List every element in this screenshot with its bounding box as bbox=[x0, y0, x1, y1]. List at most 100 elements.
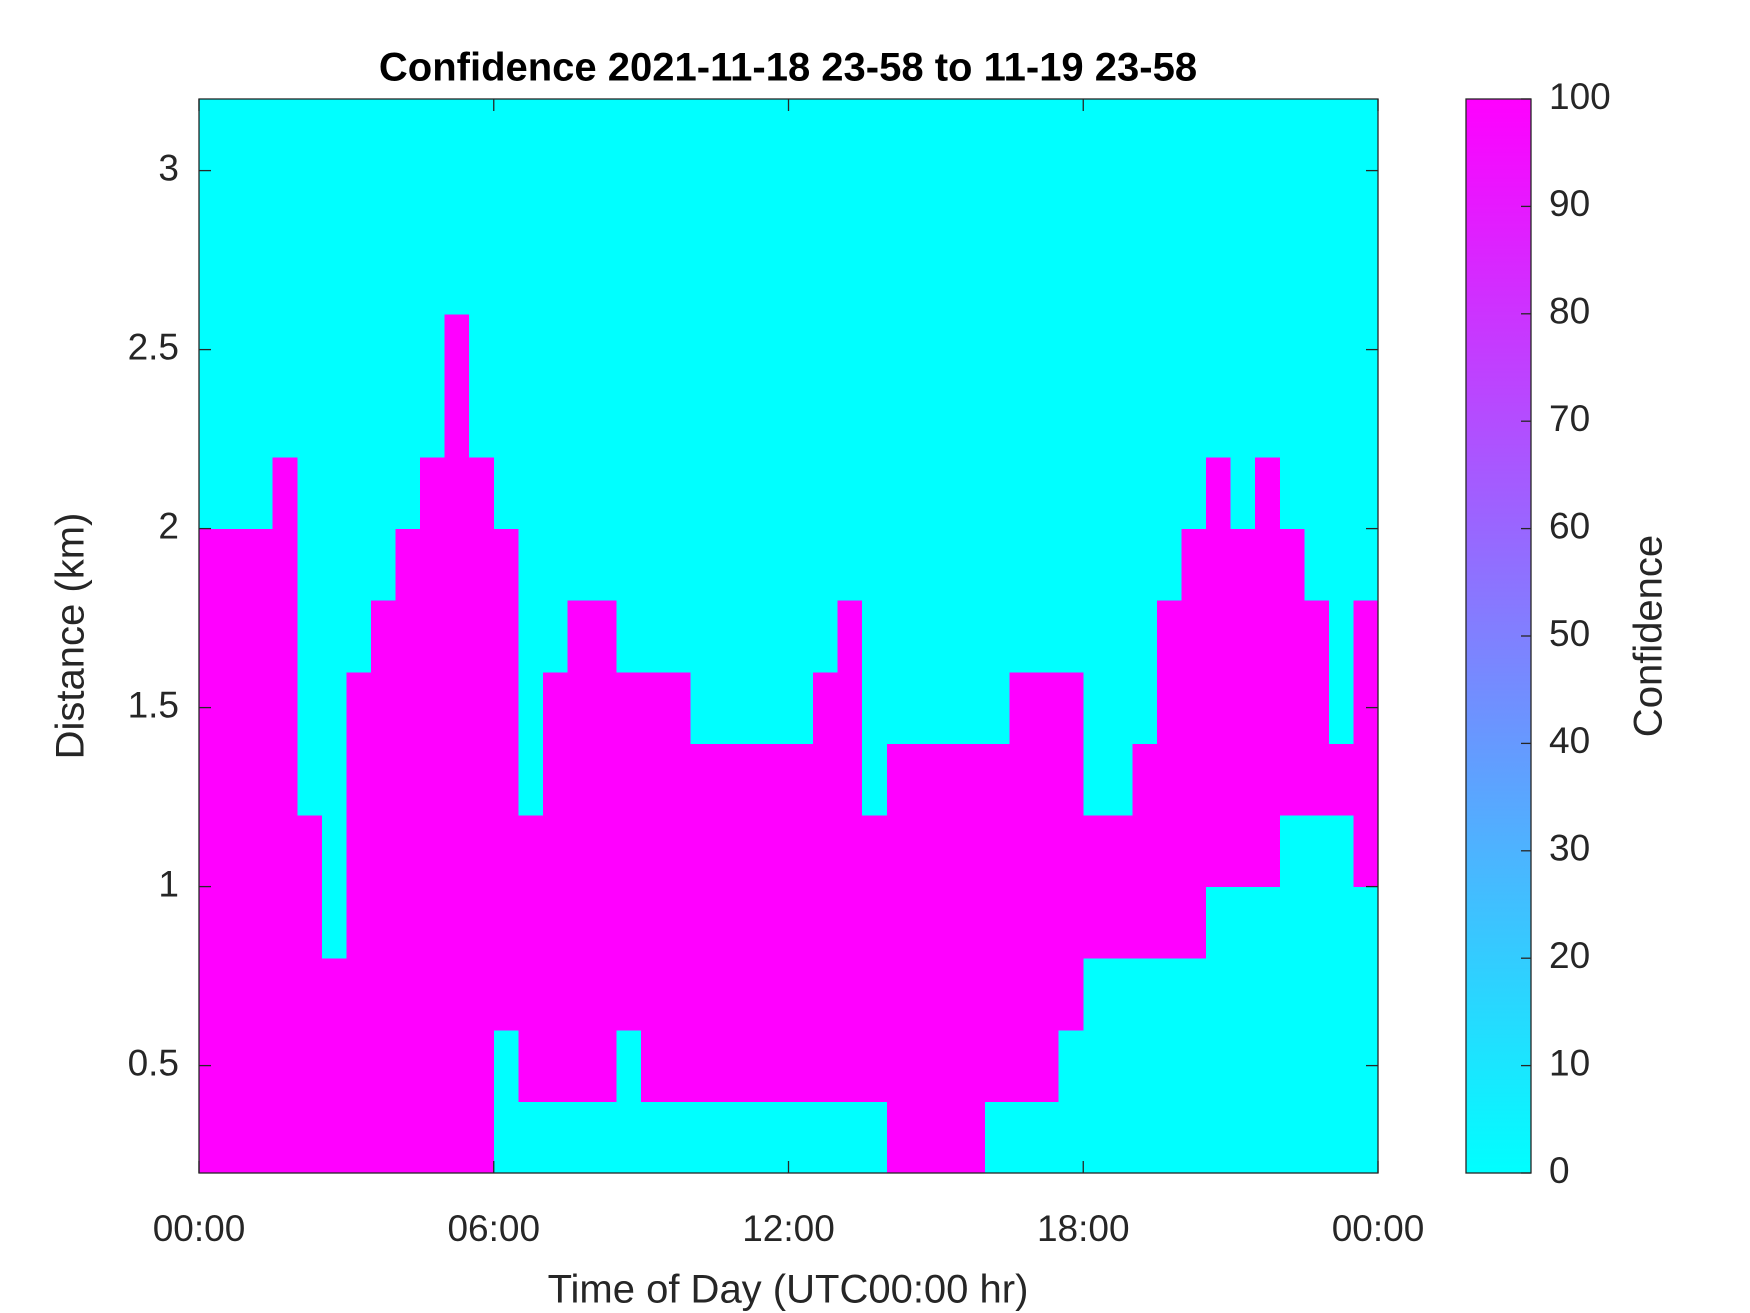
heatmap-cell bbox=[518, 958, 544, 1031]
heatmap-cell bbox=[346, 815, 372, 888]
heatmap-cell bbox=[297, 600, 323, 673]
heatmap-cell bbox=[616, 242, 642, 315]
heatmap-cell bbox=[837, 313, 863, 386]
x-tick-label: 00:00 bbox=[153, 1208, 246, 1249]
heatmap-cell bbox=[469, 313, 495, 386]
heatmap-cell bbox=[1058, 99, 1084, 172]
heatmap-cell bbox=[223, 671, 249, 744]
heatmap-cell bbox=[616, 958, 642, 1031]
heatmap-cell bbox=[1328, 815, 1354, 888]
heatmap-cell bbox=[346, 671, 372, 744]
heatmap-cell bbox=[1304, 385, 1330, 458]
heatmap-cell bbox=[1255, 815, 1281, 888]
heatmap-cell bbox=[469, 743, 495, 816]
heatmap-cell bbox=[616, 170, 642, 243]
heatmap-cell bbox=[1328, 886, 1354, 959]
heatmap-cell bbox=[911, 1101, 937, 1173]
heatmap-cell bbox=[690, 743, 716, 816]
heatmap-cell bbox=[1181, 1029, 1207, 1102]
heatmap-cell bbox=[346, 600, 372, 673]
heatmap-cell bbox=[346, 457, 372, 530]
heatmap-cell bbox=[665, 528, 691, 601]
heatmap-cell bbox=[1255, 886, 1281, 959]
heatmap-cell bbox=[911, 886, 937, 959]
heatmap-cell bbox=[616, 671, 642, 744]
heatmap-cell bbox=[985, 99, 1011, 172]
heatmap-cell bbox=[1206, 1101, 1232, 1173]
heatmap-cell bbox=[763, 99, 789, 172]
heatmap-cell bbox=[321, 313, 347, 386]
heatmap-cell bbox=[862, 815, 888, 888]
heatmap-cell bbox=[199, 886, 225, 959]
heatmap-cell bbox=[272, 457, 298, 530]
heatmap-cell bbox=[1181, 958, 1207, 1031]
heatmap-cell bbox=[813, 671, 839, 744]
heatmap-cell bbox=[665, 1029, 691, 1102]
heatmap-cell bbox=[395, 99, 421, 172]
heatmap-cell bbox=[1058, 1101, 1084, 1173]
heatmap-cell bbox=[960, 528, 986, 601]
heatmap-cell bbox=[1058, 958, 1084, 1031]
heatmap-cell bbox=[1132, 743, 1158, 816]
heatmap-cell bbox=[911, 170, 937, 243]
heatmap-cell bbox=[542, 385, 568, 458]
heatmap-cell bbox=[444, 1101, 470, 1173]
y-tick-label: 3 bbox=[158, 147, 179, 188]
heatmap-cell bbox=[321, 99, 347, 172]
heatmap-cell bbox=[321, 170, 347, 243]
heatmap-cell bbox=[813, 170, 839, 243]
heatmap-cell bbox=[346, 170, 372, 243]
heatmap-cell bbox=[395, 1101, 421, 1173]
heatmap-cell bbox=[248, 671, 274, 744]
heatmap-cell bbox=[690, 600, 716, 673]
heatmap-cell bbox=[1304, 815, 1330, 888]
heatmap-cell bbox=[1156, 242, 1182, 315]
heatmap-cell bbox=[518, 385, 544, 458]
heatmap-cell bbox=[370, 457, 396, 530]
heatmap-cell bbox=[1279, 528, 1305, 601]
heatmap-cell bbox=[1230, 242, 1256, 315]
heatmap-cell bbox=[518, 528, 544, 601]
heatmap-cell bbox=[985, 600, 1011, 673]
heatmap-cell bbox=[567, 528, 593, 601]
heatmap-cell bbox=[223, 600, 249, 673]
heatmap-cell bbox=[813, 958, 839, 1031]
heatmap-cell bbox=[1279, 385, 1305, 458]
heatmap-cell bbox=[1034, 170, 1060, 243]
heatmap-cell bbox=[420, 313, 446, 386]
heatmap-cell bbox=[469, 528, 495, 601]
heatmap-cell bbox=[788, 170, 814, 243]
heatmap-cell bbox=[763, 242, 789, 315]
heatmap-cell bbox=[518, 1101, 544, 1173]
y-tick-label: 1.5 bbox=[128, 684, 179, 725]
heatmap-cell bbox=[960, 385, 986, 458]
heatmap-cell bbox=[223, 958, 249, 1031]
heatmap-cell bbox=[1034, 313, 1060, 386]
heatmap-cell bbox=[420, 886, 446, 959]
heatmap-cell bbox=[1353, 242, 1378, 315]
heatmap-cell bbox=[616, 1029, 642, 1102]
heatmap-cell bbox=[739, 600, 765, 673]
heatmap-cell bbox=[272, 600, 298, 673]
heatmap-cell bbox=[567, 815, 593, 888]
heatmap-cell bbox=[788, 457, 814, 530]
heatmap-cell bbox=[1034, 600, 1060, 673]
heatmap-cell bbox=[321, 385, 347, 458]
heatmap-cell bbox=[1304, 600, 1330, 673]
heatmap-cell bbox=[1034, 1101, 1060, 1173]
heatmap-cell bbox=[370, 1101, 396, 1173]
heatmap-cell bbox=[763, 1029, 789, 1102]
heatmap-cell bbox=[420, 99, 446, 172]
heatmap-cell bbox=[1230, 815, 1256, 888]
heatmap-cell bbox=[469, 457, 495, 530]
heatmap-cell bbox=[1083, 1029, 1109, 1102]
heatmap-cell bbox=[272, 170, 298, 243]
heatmap-cell bbox=[346, 1029, 372, 1102]
heatmap-cell bbox=[837, 170, 863, 243]
heatmap-cell bbox=[714, 600, 740, 673]
heatmap-cell bbox=[1156, 385, 1182, 458]
heatmap-cell bbox=[297, 958, 323, 1031]
heatmap-cell bbox=[935, 815, 961, 888]
heatmap-cell bbox=[493, 743, 519, 816]
